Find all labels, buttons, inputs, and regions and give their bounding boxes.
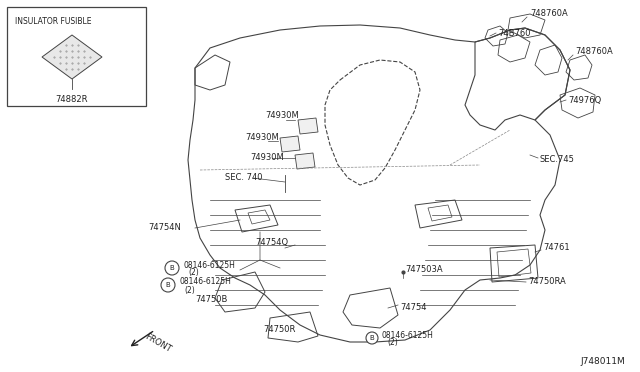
- Circle shape: [161, 278, 175, 292]
- Text: 74976Q: 74976Q: [568, 96, 601, 105]
- Text: 74930M: 74930M: [245, 134, 279, 142]
- Text: 74754: 74754: [400, 304, 426, 312]
- Polygon shape: [42, 35, 102, 79]
- Text: 74761: 74761: [543, 244, 570, 253]
- Text: 74930M: 74930M: [265, 110, 299, 119]
- Polygon shape: [280, 136, 300, 152]
- Text: SEC.745: SEC.745: [540, 155, 575, 164]
- Text: (2): (2): [188, 269, 199, 278]
- Text: 74882R: 74882R: [56, 94, 88, 103]
- Text: 74930M: 74930M: [250, 154, 284, 163]
- Text: 748760A: 748760A: [575, 48, 612, 57]
- Text: 74754N: 74754N: [148, 224, 181, 232]
- Text: 748760A: 748760A: [530, 9, 568, 17]
- Text: SEC. 740: SEC. 740: [225, 173, 262, 183]
- Polygon shape: [298, 118, 318, 134]
- FancyBboxPatch shape: [7, 7, 146, 106]
- Text: 74754Q: 74754Q: [255, 237, 288, 247]
- Text: B: B: [170, 265, 174, 271]
- Text: J748011M: J748011M: [580, 357, 625, 366]
- Text: (2): (2): [184, 285, 195, 295]
- Text: 74750R: 74750R: [263, 326, 296, 334]
- Text: 08146-6125H: 08146-6125H: [382, 330, 434, 340]
- Text: B: B: [370, 335, 374, 341]
- Text: 74750B: 74750B: [195, 295, 227, 305]
- Circle shape: [165, 261, 179, 275]
- Text: 74B760: 74B760: [498, 29, 531, 38]
- Polygon shape: [295, 153, 315, 169]
- Circle shape: [366, 332, 378, 344]
- Text: INSULATOR FUSIBLE: INSULATOR FUSIBLE: [15, 17, 92, 26]
- Text: B: B: [166, 282, 170, 288]
- Text: 08146-6125H: 08146-6125H: [179, 278, 231, 286]
- Text: FRONT: FRONT: [143, 332, 172, 354]
- Text: 74750RA: 74750RA: [528, 278, 566, 286]
- Text: 747503A: 747503A: [405, 266, 443, 275]
- Text: 08146-6125H: 08146-6125H: [183, 260, 235, 269]
- Text: (2): (2): [387, 337, 397, 346]
